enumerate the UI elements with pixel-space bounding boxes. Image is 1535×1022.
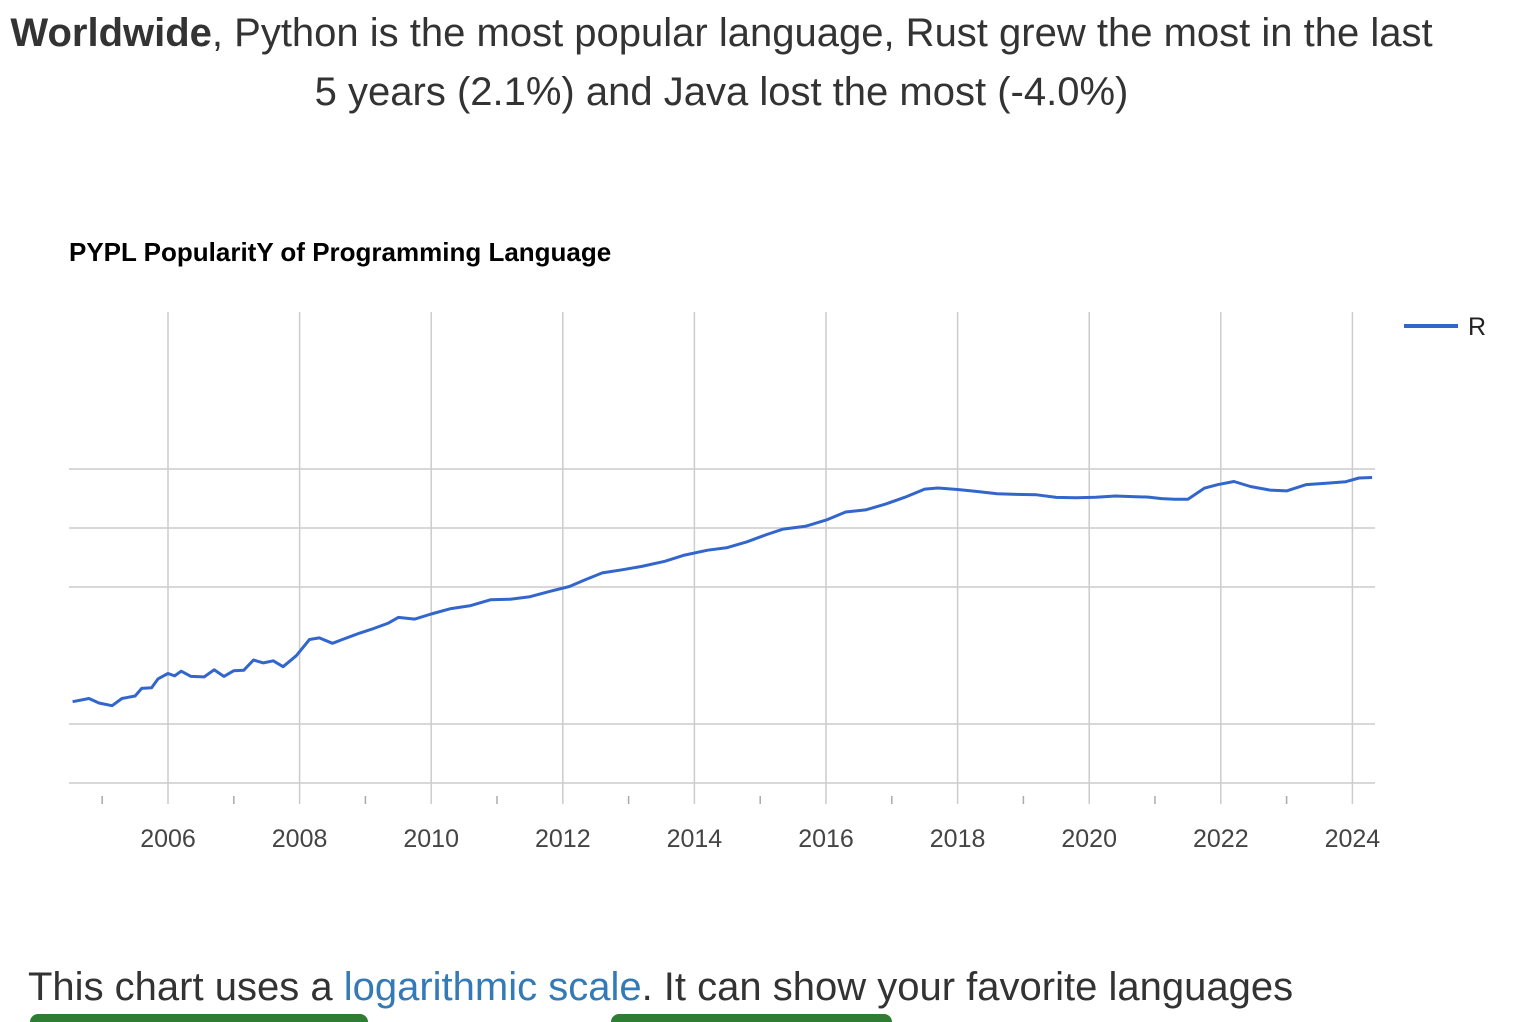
x-tick-label: 2010 xyxy=(403,825,459,853)
footer-suffix: . It can show your favorite languages xyxy=(641,965,1294,1009)
x-tick-label: 2016 xyxy=(798,825,854,853)
chart-title: PYPL PopularitY of Programming Language xyxy=(69,237,611,267)
x-tick-label: 2024 xyxy=(1325,825,1381,853)
legend[interactable]: R xyxy=(1404,313,1486,341)
footer-prefix: This chart uses a xyxy=(28,965,344,1009)
footer-text: This chart uses a logarithmic scale. It … xyxy=(28,964,1293,1010)
vertical-gridlines xyxy=(167,312,1354,804)
chart: PYPL PopularitY of Programming Language … xyxy=(69,237,1486,853)
x-tick-label: 2014 xyxy=(667,825,723,853)
horizontal-gridlines xyxy=(69,468,1375,784)
legend-label: R xyxy=(1468,313,1486,341)
logarithmic-scale-link[interactable]: logarithmic scale xyxy=(343,965,642,1009)
series-group xyxy=(72,476,1373,708)
language-button-left[interactable] xyxy=(30,1014,368,1022)
headline-bold: Worldwide xyxy=(10,11,212,55)
x-tick-label: 2020 xyxy=(1061,825,1117,853)
x-tick-label: 2018 xyxy=(930,825,986,853)
language-button-right[interactable] xyxy=(611,1014,892,1022)
x-tick-label: 2006 xyxy=(140,825,196,853)
minor-tick-marks xyxy=(101,796,1288,804)
headline: Worldwide, Python is the most popular la… xyxy=(0,4,1443,122)
headline-rest: , Python is the most popular language, R… xyxy=(211,11,1433,114)
series-line-r xyxy=(72,476,1373,708)
x-tick-label: 2008 xyxy=(272,825,328,853)
x-tick-label: 2012 xyxy=(535,825,591,853)
x-tick-label: 2022 xyxy=(1193,825,1249,853)
x-axis-tick-labels: 2006 2008 2010 2012 2014 2016 2018 2020 2022 2024 xyxy=(140,825,1380,853)
